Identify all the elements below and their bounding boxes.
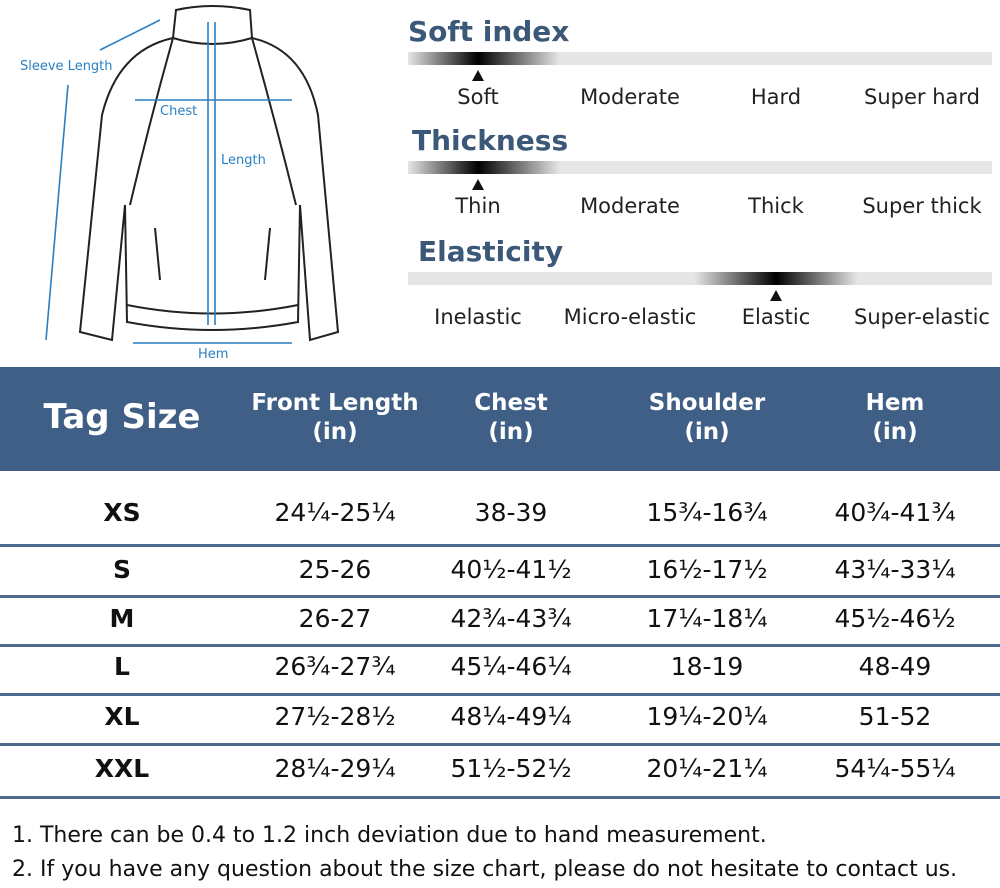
table-cell: 28¼-29¼ [274,754,396,783]
header-cell: Shoulder (in) [648,390,766,445]
table-cell: XS [103,498,141,527]
table-cell: 45¼-46¼ [450,652,572,681]
table-cell: S [112,555,131,584]
table-cell: 27½-28½ [274,702,396,731]
scale-option: Soft [457,85,499,109]
table-cell: 51-52 [858,702,932,731]
measure-lines [45,19,292,344]
table-cell: 25-26 [298,555,372,584]
diagram-label: Chest [160,104,197,119]
table-cell: 24¼-25¼ [274,498,396,527]
scale-marker [770,290,782,301]
scale-option: Super hard [864,85,980,109]
table-cell: 42¾-43¾ [450,604,572,633]
table-cell: 20¼-21¼ [646,754,768,783]
table-cell: 16½-17½ [646,555,768,584]
scale-option: Elastic [741,305,811,329]
scale-bar [408,161,992,174]
scale-option: Super-elastic [854,305,990,329]
row-divider [0,644,1000,647]
table-cell: 26¾-27¾ [274,652,396,681]
row-divider [0,595,1000,598]
diagram-label: Sleeve Length [20,59,113,74]
header-cell: Front Length (in) [251,390,419,445]
table-cell: 19¼-20¼ [646,702,768,731]
row-divider [0,796,1000,799]
table-cell: 45½-46½ [834,604,956,633]
table-cell: 54¼-55¼ [834,754,956,783]
scale-bar [408,52,992,65]
table-cell: 26-27 [298,604,372,633]
scale-marker [472,70,484,81]
table-cell: 43¼-33¼ [834,555,956,584]
header-cell: Chest (in) [474,390,548,445]
scale-option: Thin [455,194,501,218]
header-cell: Hem (in) [865,390,925,445]
note: 2. If you have any question about the si… [12,857,958,882]
diagram-label: Hem [198,347,228,362]
scale-option: Thick [748,194,804,218]
scale-title: Soft index [408,15,570,48]
scale-marker [472,179,484,190]
jacket-outline [78,5,340,342]
diagram-label: Length [221,153,266,168]
scale-bar [408,272,992,285]
scale-option: Super thick [862,194,982,218]
table-cell: 18-19 [670,652,744,681]
jacket-diagram: Sleeve Length Chest Length Hem [20,5,340,362]
table-cell: L [114,652,130,681]
table-cell: 48-49 [858,652,932,681]
table-header: Tag Size Front Length (in) Chest (in) Shoul… [0,367,1000,471]
row-divider [0,544,1000,547]
table-cell: XXL [94,754,150,783]
scale-option: Moderate [580,85,680,109]
scale-option: Micro-elastic [563,305,697,329]
table-cell: 15¾-16¾ [646,498,768,527]
row-divider [0,743,1000,746]
header-cell: Tag Size [43,397,201,437]
row-divider [0,693,1000,696]
table-cell: 40½-41½ [450,555,572,584]
table-cell: 38-39 [474,498,548,527]
scale-option: Moderate [580,194,680,218]
table-cell: 51½-52½ [450,754,572,783]
table-cell: XL [104,702,140,731]
table-cell: 17¼-18¼ [646,604,768,633]
note: 1. There can be 0.4 to 1.2 inch deviatio… [12,823,767,848]
scale-option: Hard [750,85,802,109]
scale-title: Thickness [412,124,569,157]
scale-option: Inelastic [434,305,522,329]
table-cell: 48¼-49¼ [450,702,572,731]
table-cell: M [109,604,135,633]
table-cell: 40¾-41¾ [834,498,956,527]
scale-title: Elasticity [418,235,564,268]
